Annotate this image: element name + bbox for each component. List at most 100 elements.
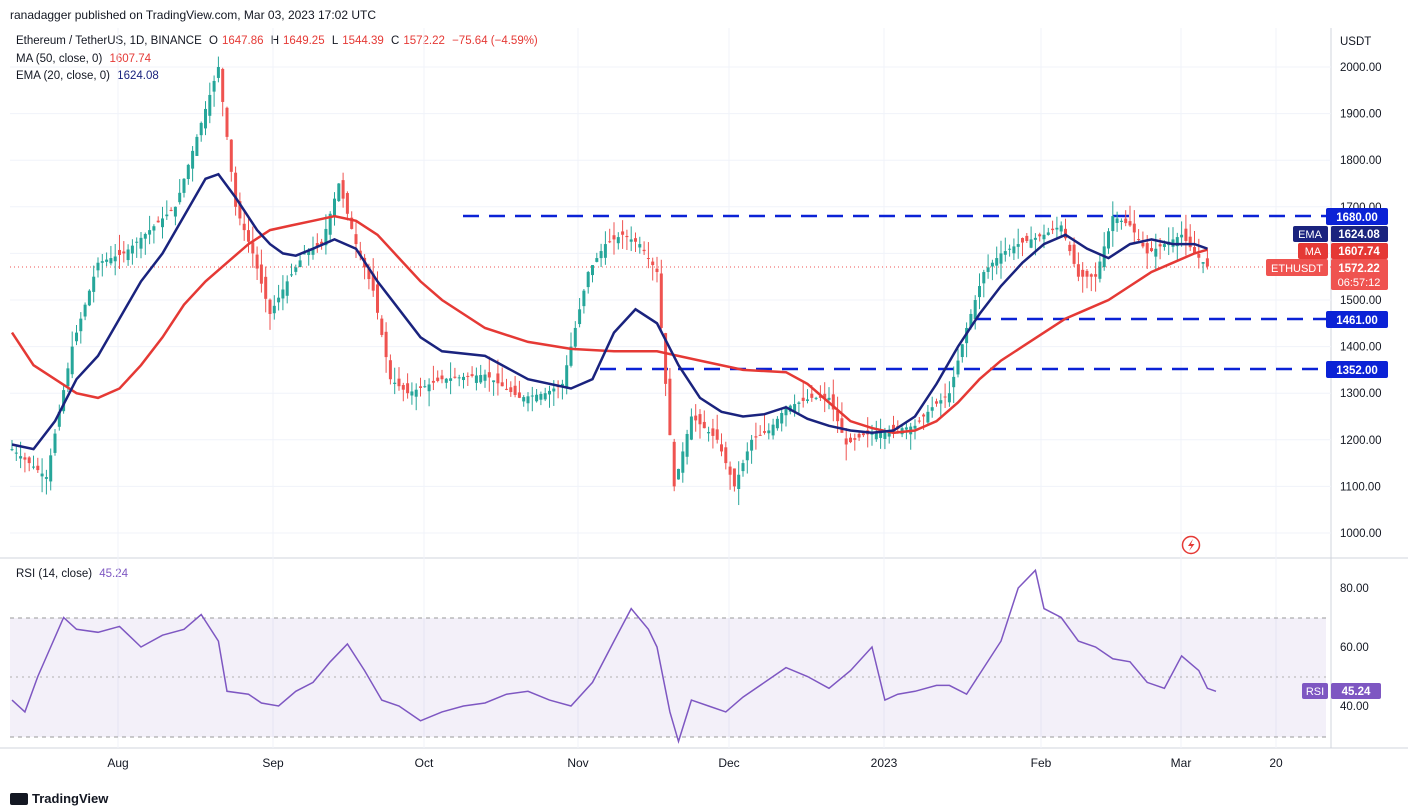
price-tick-label: 2000.00: [1340, 62, 1382, 74]
candle-body: [105, 259, 109, 262]
time-tick-label: 20: [1269, 756, 1283, 770]
candle-body: [1076, 264, 1080, 277]
candle-body: [659, 273, 663, 328]
candle-body: [522, 397, 526, 402]
candle-body: [535, 394, 539, 402]
candle-body: [806, 399, 809, 401]
candle-body: [315, 243, 319, 247]
candle-body: [500, 382, 504, 387]
candle-body: [290, 274, 293, 276]
svg-text:ETHUSDT: ETHUSDT: [1271, 263, 1323, 275]
low-label: L: [331, 35, 339, 47]
time-axis[interactable]: Aug Sep Oct Nov Dec 2023 Feb Mar 20: [107, 756, 1283, 770]
candle-body: [793, 404, 797, 412]
rsi-price-tag: RSI 45.24: [1302, 683, 1381, 699]
rsi-tick-label: 40.00: [1340, 701, 1369, 713]
candle-body: [797, 402, 801, 404]
candle-body: [892, 424, 895, 430]
candle-body: [212, 80, 216, 92]
candle-body: [259, 264, 263, 284]
candle-body: [449, 378, 453, 381]
candle-body: [737, 474, 741, 489]
symbol-title[interactable]: Ethereum / TetherUS, 1D, BINANCE: [16, 35, 202, 47]
candle-body: [552, 388, 556, 392]
candle-body: [720, 444, 723, 452]
price-tick-label: 1500.00: [1340, 295, 1382, 307]
ema-price-tag: EMA 1624.08: [1293, 226, 1388, 242]
candle-body: [350, 217, 354, 229]
candle-body: [1175, 237, 1179, 247]
candle-body: [668, 378, 672, 436]
time-tick-label: 2023: [871, 756, 898, 770]
candle-body: [711, 428, 715, 436]
price-tick-label: 1200.00: [1340, 435, 1382, 447]
candle-body: [861, 433, 865, 436]
candle-body: [612, 235, 616, 240]
rsi-line[interactable]: [11, 568, 1217, 744]
candle-body: [883, 431, 887, 439]
candle-body: [367, 267, 371, 280]
candle-body: [763, 431, 766, 433]
candle-body: [922, 414, 926, 417]
ema-legend[interactable]: EMA (20, close, 0) 1624.08: [16, 70, 163, 82]
candle-body: [371, 273, 375, 291]
candle-body: [978, 286, 981, 298]
candle-body: [148, 230, 152, 235]
candle-body: [410, 391, 414, 396]
ma-legend[interactable]: MA (50, close, 0) 1607.74: [16, 53, 155, 65]
candle-body: [586, 272, 590, 288]
candle-body: [818, 395, 822, 398]
candle-body: [814, 397, 818, 399]
candle-body: [337, 183, 341, 202]
candle-body: [178, 192, 182, 203]
candle-body: [79, 318, 83, 332]
candle-body: [1055, 227, 1059, 230]
candle-body: [986, 267, 990, 272]
candle-body: [380, 318, 384, 335]
tradingview-logo[interactable]: TradingView: [10, 791, 108, 806]
candle-body: [947, 393, 951, 403]
candle-body: [767, 430, 771, 434]
svg-text:RSI: RSI: [1306, 686, 1324, 698]
rsi-axis[interactable]: 80.00 60.00 40.00: [1340, 583, 1369, 713]
candle-body: [285, 281, 289, 296]
candle-body: [1145, 243, 1149, 254]
candle-body: [1137, 239, 1141, 241]
ema20-line[interactable]: [11, 172, 1208, 451]
candle-body: [801, 397, 805, 401]
candle-body: [599, 251, 603, 259]
price-axis[interactable]: 2000.001900.001800.001700.001600.001500.…: [1340, 62, 1382, 540]
candle-body: [681, 451, 685, 473]
candle-body: [973, 300, 977, 320]
candle-body: [1188, 236, 1192, 248]
candle-body: [569, 346, 573, 366]
time-tick-label: Dec: [718, 756, 739, 770]
candle-body: [182, 178, 186, 193]
candle-body: [526, 396, 530, 404]
candle-body: [1072, 244, 1076, 264]
lightning-event-icon[interactable]: [1181, 535, 1201, 555]
candle-body: [952, 376, 956, 388]
candle-body: [36, 465, 40, 471]
candle-body: [775, 418, 779, 429]
price-tick-label: 1800.00: [1340, 155, 1382, 167]
candle-body: [75, 332, 78, 342]
candle-body: [582, 290, 586, 307]
rsi-band: [10, 618, 1326, 737]
candle-body: [1094, 274, 1098, 277]
ma50-line[interactable]: [10, 214, 1208, 435]
candle-body: [462, 376, 465, 381]
svg-text:1572.22: 1572.22: [1338, 263, 1380, 275]
candle-body: [634, 238, 637, 242]
svg-text:06:57:12: 06:57:12: [1338, 277, 1381, 289]
candle-body: [1021, 238, 1024, 243]
candle-body: [625, 235, 629, 238]
rsi-legend[interactable]: RSI (14, close) 45.24: [16, 568, 132, 580]
candle-body: [857, 433, 861, 438]
candle-body: [1107, 231, 1110, 249]
candle-body: [578, 309, 582, 325]
candle-body: [126, 249, 130, 261]
candle-body: [999, 253, 1003, 264]
candle-body: [758, 434, 762, 436]
